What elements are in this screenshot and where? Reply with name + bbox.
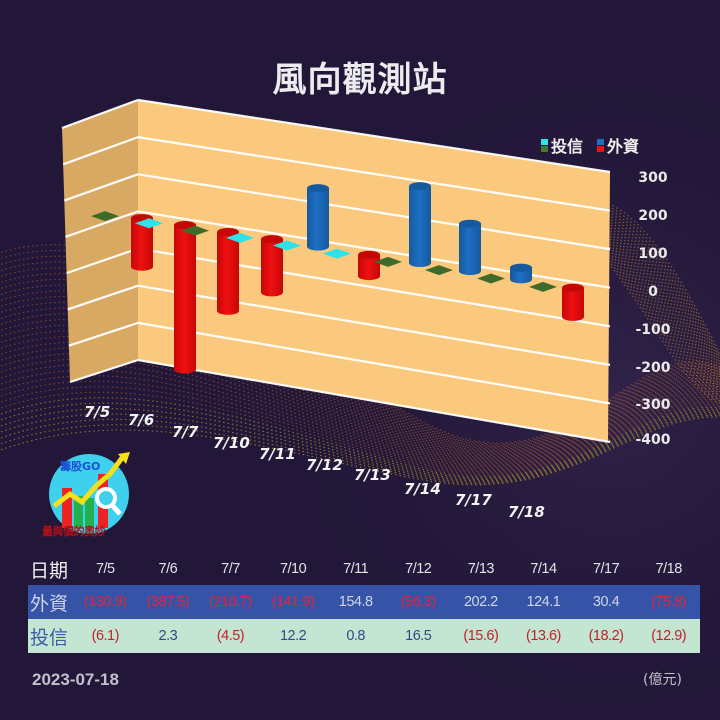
y-tick: -400 xyxy=(635,432,671,448)
x-tick: 7/18 xyxy=(508,503,545,521)
table-date-cell: 7/5 xyxy=(95,561,115,577)
x-tick: 7/17 xyxy=(455,491,492,509)
logo-label: 籌股GO xyxy=(60,460,101,473)
table-cell: (210.7) xyxy=(209,594,252,610)
trust-marker xyxy=(181,225,209,236)
trust-marker xyxy=(226,232,254,243)
table-cell: 124.1 xyxy=(526,594,561,610)
table-date-cell: 7/7 xyxy=(221,561,240,577)
x-tick: 7/10 xyxy=(213,434,250,452)
table-cell: (130.9) xyxy=(84,594,127,610)
report-date: 2023-07-18 xyxy=(32,670,119,689)
table-cell: (4.5) xyxy=(216,628,245,644)
unit-label: (億元) xyxy=(643,672,682,688)
table-cell: (18.2) xyxy=(588,628,624,644)
foreign-bar xyxy=(409,182,431,268)
x-tick: 7/11 xyxy=(259,445,296,463)
table-cell: (13.6) xyxy=(526,628,561,644)
y-tick: 100 xyxy=(638,246,668,262)
x-tick: 7/14 xyxy=(404,480,441,498)
table-cell: 154.8 xyxy=(338,594,373,610)
foreign-bar xyxy=(307,184,329,251)
trust-marker xyxy=(374,256,402,267)
trust-marker xyxy=(529,281,557,292)
legend-label-foreign: 外資 xyxy=(607,137,640,156)
table-cell: (387.5) xyxy=(146,594,190,610)
y-tick: 300 xyxy=(638,170,668,186)
table-date-cell: 7/11 xyxy=(343,561,369,577)
magnifier-chart-icon xyxy=(49,452,130,534)
page-title: 風向觀測站 xyxy=(272,60,448,100)
table-cell: 202.2 xyxy=(463,594,498,610)
trust-marker xyxy=(135,218,163,229)
table-row-trust: 投信 (6.1) 2.3 (4.5) 12.2 0.8 16.5 (15.6) … xyxy=(28,619,700,653)
table-date-cell: 7/18 xyxy=(655,561,683,577)
x-tick: 7/13 xyxy=(354,466,391,484)
table-cell: (12.9) xyxy=(651,628,687,644)
legend-swatch-foreign xyxy=(597,138,605,152)
table-row-dates: 日期 7/5 7/6 7/7 7/10 7/11 7/12 7/13 7/14 … xyxy=(28,553,700,585)
table-date-cell: 7/6 xyxy=(158,561,178,577)
x-tick: 7/7 xyxy=(172,423,199,441)
trust-marker xyxy=(477,273,505,284)
x-tick: 7/12 xyxy=(306,456,343,474)
table-cell: 16.5 xyxy=(405,628,432,644)
table-date-cell: 7/17 xyxy=(592,561,620,577)
table-cell: 2.3 xyxy=(158,628,178,644)
foreign-bar xyxy=(261,235,283,297)
chart-side-wall xyxy=(62,100,138,382)
table-cell: 30.4 xyxy=(592,594,620,610)
legend-item-foreign: 外資 xyxy=(597,133,639,157)
foreign-bar xyxy=(174,221,196,374)
table-row-label-foreign: 外資 xyxy=(30,593,69,615)
table-row-label-trust: 投信 xyxy=(30,627,69,649)
trust-marker xyxy=(425,265,453,276)
table-date-cell: 7/10 xyxy=(279,561,307,577)
table-row-foreign: 外資 (130.9) (387.5) (210.7) (141.9) 154.8… xyxy=(28,585,700,619)
table-cell: (75.8) xyxy=(651,594,687,610)
foreign-bar xyxy=(358,250,380,281)
foreign-bar xyxy=(217,227,239,315)
trust-marker xyxy=(273,240,301,251)
table-cell: (6.1) xyxy=(91,628,120,644)
legend-label-trust: 投信 xyxy=(551,137,584,156)
table-cell: (56.3) xyxy=(400,594,436,610)
foreign-bar xyxy=(510,263,532,284)
logo-subtitle: 量與價的奧妙 xyxy=(42,525,106,538)
table-cell: 0.8 xyxy=(346,628,365,644)
table-header-date: 日期 xyxy=(30,560,69,582)
table-cell: 12.2 xyxy=(279,628,307,644)
y-tick: -200 xyxy=(635,360,671,376)
table-date-cell: 7/14 xyxy=(530,561,557,577)
chart-legend: 投信 外資 xyxy=(541,133,639,157)
trust-marker xyxy=(91,211,119,222)
data-table: 日期 7/5 7/6 7/7 7/10 7/11 7/12 7/13 7/14 … xyxy=(28,553,700,653)
x-tick: 7/5 xyxy=(84,403,111,421)
table-date-cell: 7/13 xyxy=(467,561,495,577)
table-cell: (15.6) xyxy=(463,628,499,644)
table-cell: (141.9) xyxy=(271,594,315,610)
foreign-bar xyxy=(562,283,584,321)
table-date-cell: 7/12 xyxy=(405,561,432,577)
foreign-bar xyxy=(459,219,481,276)
legend-item-trust: 投信 xyxy=(541,133,583,157)
y-tick: -100 xyxy=(635,322,671,338)
y-tick: -300 xyxy=(635,397,671,413)
legend-swatch-trust xyxy=(541,138,548,152)
x-tick: 7/6 xyxy=(128,411,155,429)
brand-logo: 籌股GO 量與價的奧妙 xyxy=(40,448,138,546)
y-tick: 200 xyxy=(638,208,668,224)
y-tick: 0 xyxy=(648,284,658,300)
trust-marker xyxy=(323,248,351,259)
